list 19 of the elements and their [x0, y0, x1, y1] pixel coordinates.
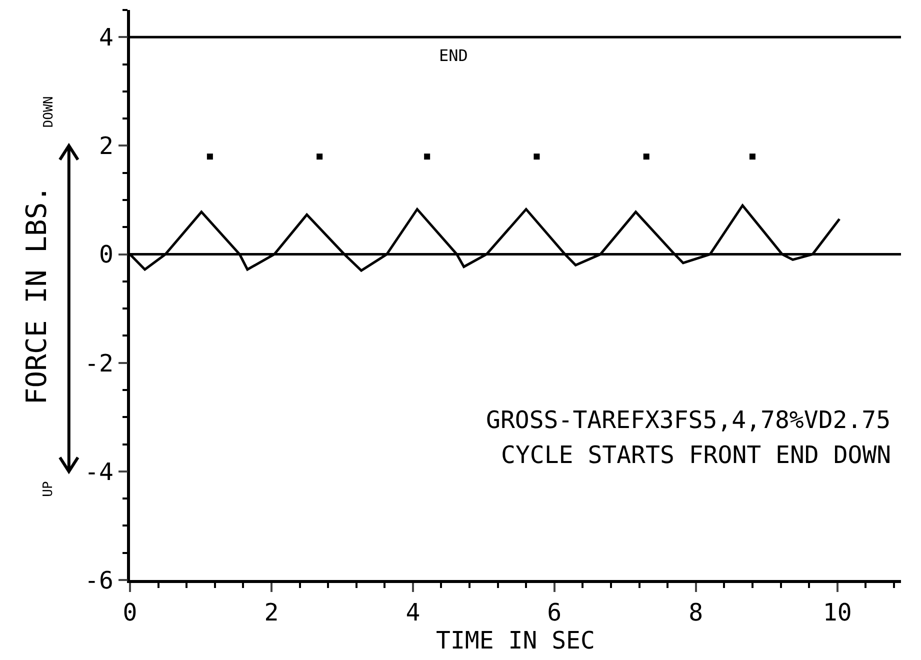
annotation: END [439, 46, 468, 65]
annotation: GROSS-TAREFX3FS5,4,78%VD2.75 [486, 406, 891, 434]
y-tick-label: 4 [98, 24, 114, 52]
text: DOWN [41, 96, 56, 128]
text: UP [41, 481, 56, 497]
annotation: CYCLE STARTS FRONT END DOWN [501, 441, 892, 469]
x-axis-title: TIME IN SEC [436, 626, 595, 655]
x-tick-label: 2 [264, 598, 279, 627]
y-tick-label: 2 [98, 132, 114, 160]
y-tick-label: -2 [84, 349, 114, 378]
y-tick-label: -6 [84, 566, 114, 594]
x-tick-label: 0 [122, 598, 138, 627]
y-tick-label: 0 [98, 240, 114, 269]
x-tick-label: 6 [547, 598, 562, 627]
y-tick-label: -4 [84, 458, 114, 486]
x-tick-label: 10 [822, 598, 852, 627]
x-tick-label: 8 [688, 598, 704, 627]
y-axis-title: FORCE IN LBS. [20, 185, 54, 405]
x-tick-label: 4 [406, 598, 420, 627]
